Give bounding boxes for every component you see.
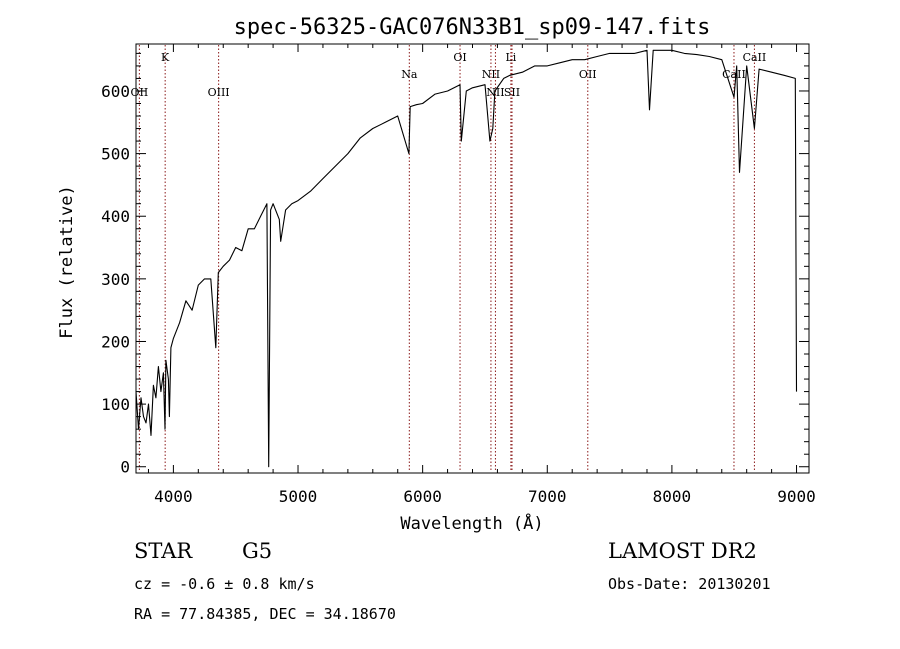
redshift-text: cz = -0.6 ± 0.8 km/s [134, 575, 315, 593]
line-marker-label: OIII [208, 86, 230, 99]
spectrum-series [135, 49, 798, 468]
y-tick-label: 300 [101, 270, 130, 289]
obs-date-text: Obs-Date: 20130201 [608, 575, 771, 593]
survey-name: LAMOST DR2 [608, 539, 757, 563]
x-tick-label: 5000 [279, 487, 318, 506]
x-tick-label: 9000 [777, 487, 816, 506]
x-axis: 4000 5000 6000 7000 8000 9000 [147, 44, 816, 506]
spectrum-line [135, 49, 798, 468]
y-tick-label: 200 [101, 332, 130, 351]
x-tick-label: 8000 [653, 487, 692, 506]
line-marker-label: Li [505, 51, 516, 64]
y-axis: 0 100 200 300 400 500 600 [101, 52, 809, 477]
line-marker-label: OII [131, 86, 149, 99]
x-tick-label: 6000 [403, 487, 442, 506]
y-axis-label: Flux (relative) [57, 185, 77, 339]
y-tick-label: 600 [101, 82, 130, 101]
line-marker-label: NII [482, 68, 500, 81]
line-marker-label: K [161, 51, 170, 64]
x-tick-label: 4000 [154, 487, 193, 506]
y-tick-label: 500 [101, 145, 130, 164]
object-subclass: G5 [242, 539, 272, 563]
coordinates-text: RA = 77.84385, DEC = 34.18670 [134, 605, 396, 623]
line-marker-label: OII [579, 68, 597, 81]
x-axis-label: Wavelength (Å) [400, 512, 543, 534]
line-marker-label: CaII [743, 51, 767, 64]
line-marker-label: Na [401, 68, 418, 81]
line-marker-label: SII [504, 86, 520, 99]
x-tick-label: 7000 [528, 487, 567, 506]
y-tick-label: 400 [101, 207, 130, 226]
line-marker-label: OI [453, 51, 466, 64]
y-tick-label: 0 [120, 458, 130, 477]
chart-title: spec-56325-GAC076N33B1_sp09-147.fits [234, 15, 711, 40]
line-marker-label: NII [486, 86, 504, 99]
object-class: STAR [134, 539, 193, 563]
y-tick-label: 100 [101, 395, 130, 414]
